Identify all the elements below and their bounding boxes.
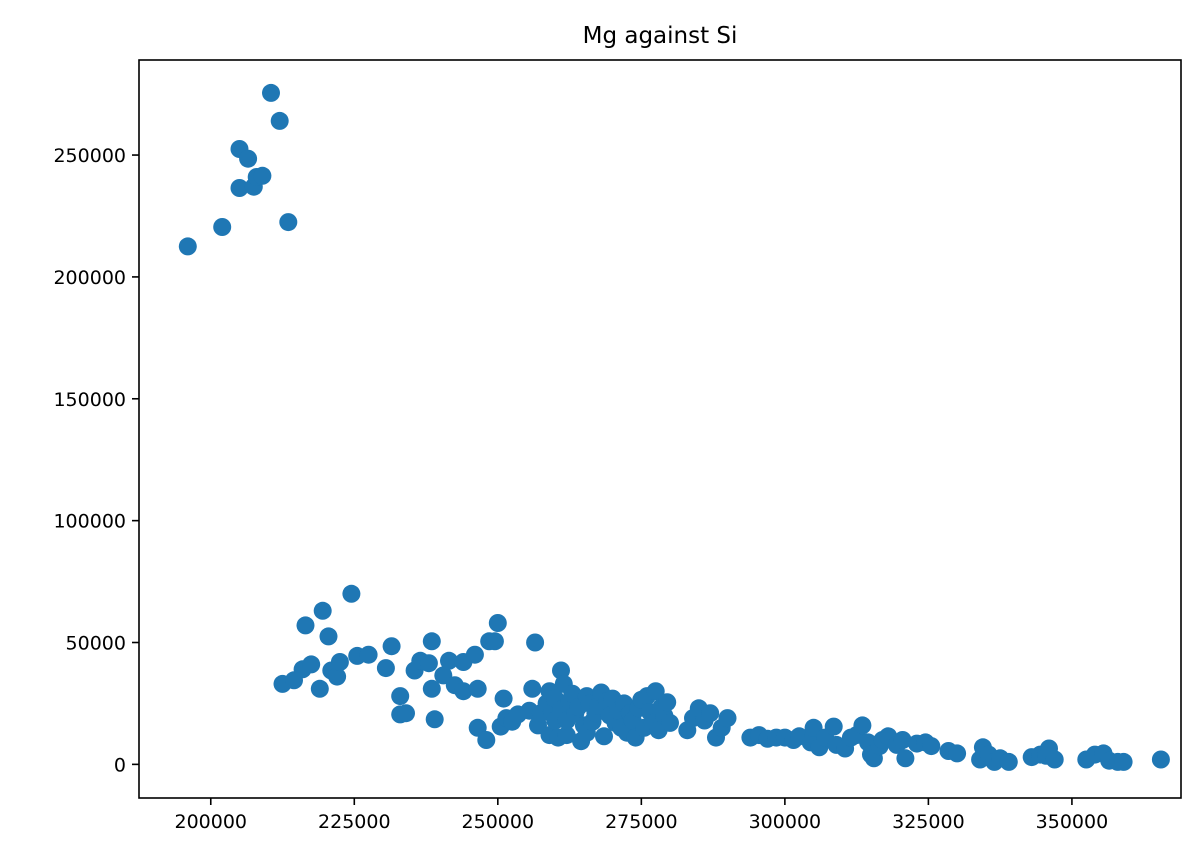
data-point: [342, 584, 361, 603]
data-point: [330, 653, 349, 671]
data-point: [1045, 750, 1064, 769]
data-point: [319, 627, 338, 646]
data-point: [658, 693, 677, 712]
data-point: [422, 632, 441, 651]
data-point: [213, 218, 232, 236]
data-point: [893, 731, 912, 749]
data-point: [279, 213, 298, 232]
data-point: [896, 749, 915, 768]
data-point: [485, 632, 504, 651]
data-point: [178, 237, 197, 256]
data-point: [824, 717, 843, 736]
data-point: [494, 689, 513, 708]
x-tick-label: 325000: [892, 811, 965, 833]
chart-title: Mg against Si: [583, 23, 738, 49]
data-point: [376, 659, 395, 678]
data-point: [526, 633, 545, 652]
data-point: [302, 655, 321, 674]
plot-area-frame: [138, 59, 1182, 799]
data-point: [661, 713, 679, 732]
x-tick-label: 225000: [318, 811, 391, 833]
data-point: [419, 654, 438, 673]
x-axis-ticks: 200000 225000 250000 275000 300000 325000 3500…: [174, 798, 1108, 833]
data-point: [296, 616, 315, 635]
y-tick-label: 100000: [53, 511, 126, 533]
data-point: [999, 752, 1018, 771]
y-tick-label: 50000: [66, 633, 126, 655]
data-point: [523, 679, 542, 698]
data-points: [178, 83, 1170, 771]
y-tick-label: 200000: [53, 267, 126, 289]
data-point: [239, 149, 258, 168]
data-point: [646, 682, 665, 701]
data-point: [595, 727, 613, 746]
data-point: [465, 645, 484, 664]
data-point: [270, 111, 289, 130]
data-point: [948, 744, 967, 763]
data-point: [552, 661, 570, 680]
data-point: [1114, 752, 1133, 771]
data-point: [328, 667, 347, 686]
data-point: [310, 679, 329, 698]
data-point: [488, 614, 507, 632]
x-tick-label: 275000: [605, 811, 678, 833]
data-point: [382, 637, 401, 656]
data-point: [440, 651, 458, 670]
data-point: [230, 179, 249, 197]
data-point: [313, 601, 332, 620]
data-point: [397, 704, 415, 723]
data-point: [922, 737, 941, 756]
data-point: [1151, 750, 1170, 769]
data-point: [557, 726, 576, 745]
data-point: [718, 709, 737, 728]
y-axis-ticks: 0 50000 100000 150000 200000 250000: [53, 145, 139, 776]
data-point: [468, 679, 487, 698]
data-point: [425, 710, 444, 729]
data-point: [262, 83, 280, 102]
data-point: [853, 716, 872, 735]
x-tick-label: 200000: [174, 811, 247, 833]
data-point: [477, 731, 496, 749]
data-point: [422, 679, 441, 698]
x-tick-label: 350000: [1036, 811, 1109, 833]
data-point: [359, 645, 378, 664]
data-point: [253, 166, 272, 185]
x-tick-label: 300000: [749, 811, 822, 833]
y-tick-label: 150000: [53, 389, 126, 411]
y-tick-label: 250000: [53, 145, 126, 167]
data-point: [701, 704, 720, 723]
data-point: [391, 687, 410, 706]
y-tick-label: 0: [114, 754, 126, 776]
x-tick-label: 250000: [462, 811, 535, 833]
data-point: [454, 682, 473, 701]
